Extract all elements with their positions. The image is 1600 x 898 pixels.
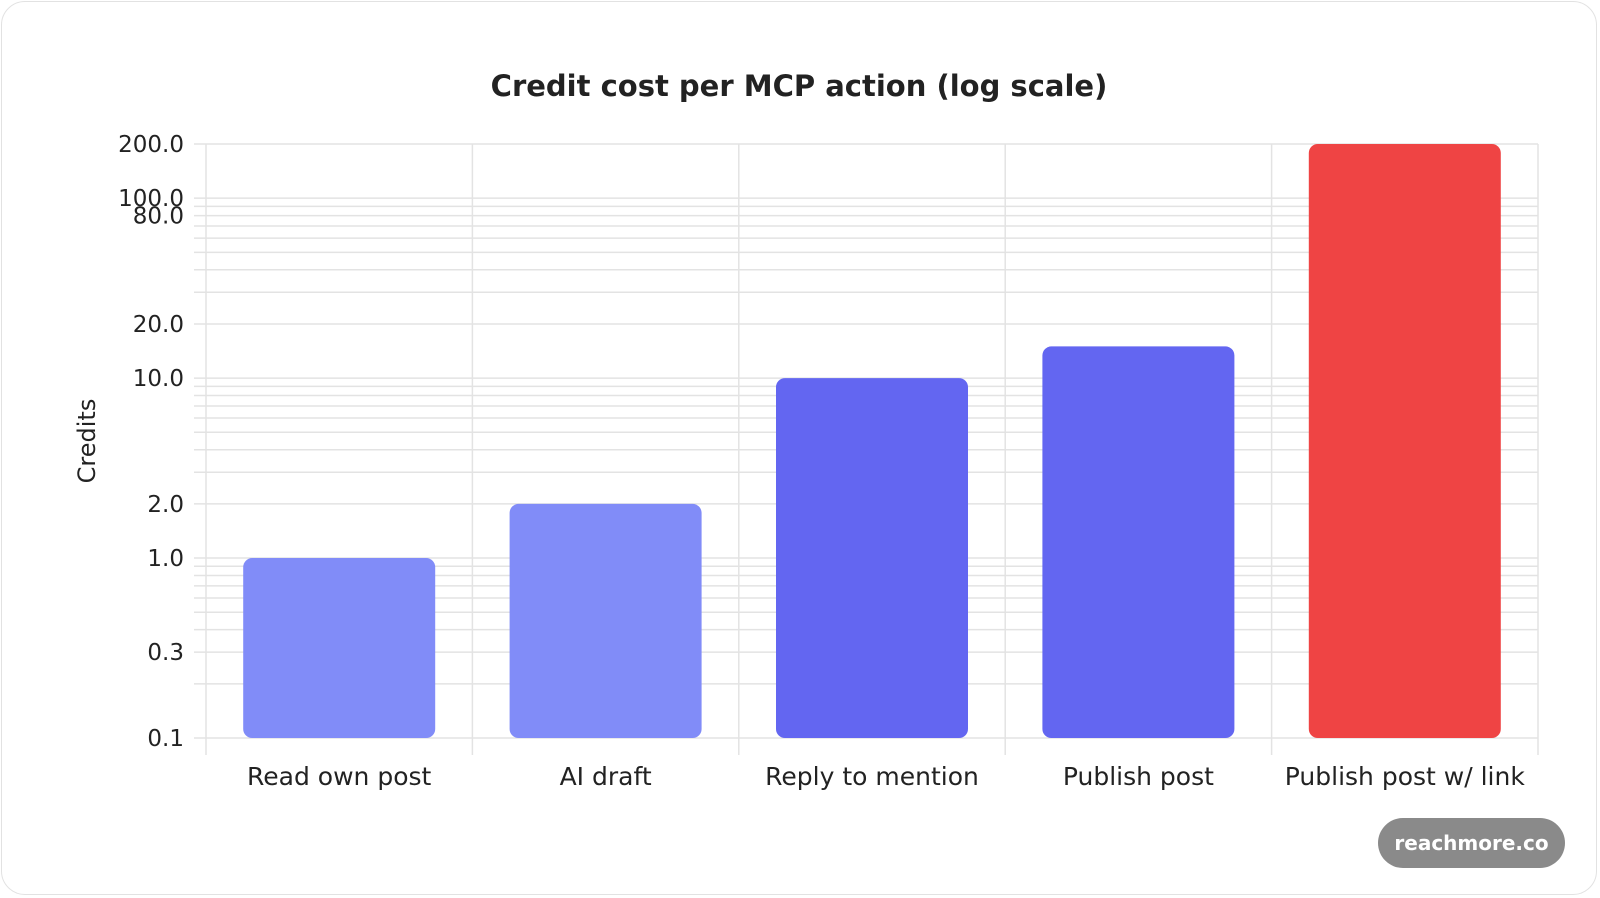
y-axis-label: Credits bbox=[73, 399, 101, 484]
x-tick-label: AI draft bbox=[560, 762, 652, 791]
bars-layer bbox=[243, 144, 1501, 738]
bar-publish-post bbox=[1042, 346, 1235, 738]
y-tick-label: 100.0 bbox=[118, 186, 184, 212]
y-tick-label: 20.0 bbox=[133, 312, 184, 338]
x-ticks-layer: Read own post AI draft Reply to mention Pub… bbox=[247, 762, 1525, 791]
x-tick-label: Publish post bbox=[1063, 762, 1214, 791]
y-tick-label: 2.0 bbox=[147, 492, 184, 518]
bar-ai-draft bbox=[509, 503, 702, 738]
x-tick-label: Read own post bbox=[247, 762, 431, 791]
watermark-badge: reachmore.co bbox=[1378, 818, 1565, 868]
y-tick-label: 10.0 bbox=[133, 366, 184, 392]
x-tick-label: Publish post w/ link bbox=[1285, 762, 1526, 791]
y-tick-label: 1.0 bbox=[147, 546, 184, 572]
y-tick-label: 0.1 bbox=[147, 726, 184, 752]
y-tick-label: 80.0 bbox=[133, 204, 184, 230]
x-tick-label: Reply to mention bbox=[765, 762, 979, 791]
y-tick-label: 200.0 bbox=[118, 132, 184, 158]
y-tick-label: 0.3 bbox=[147, 640, 184, 666]
bar-read-own-post bbox=[243, 558, 436, 738]
bar-publish-post-w-link bbox=[1308, 144, 1501, 738]
bar-reply-to-mention bbox=[776, 378, 968, 738]
chart-title: Credit cost per MCP action (log scale) bbox=[491, 69, 1108, 103]
